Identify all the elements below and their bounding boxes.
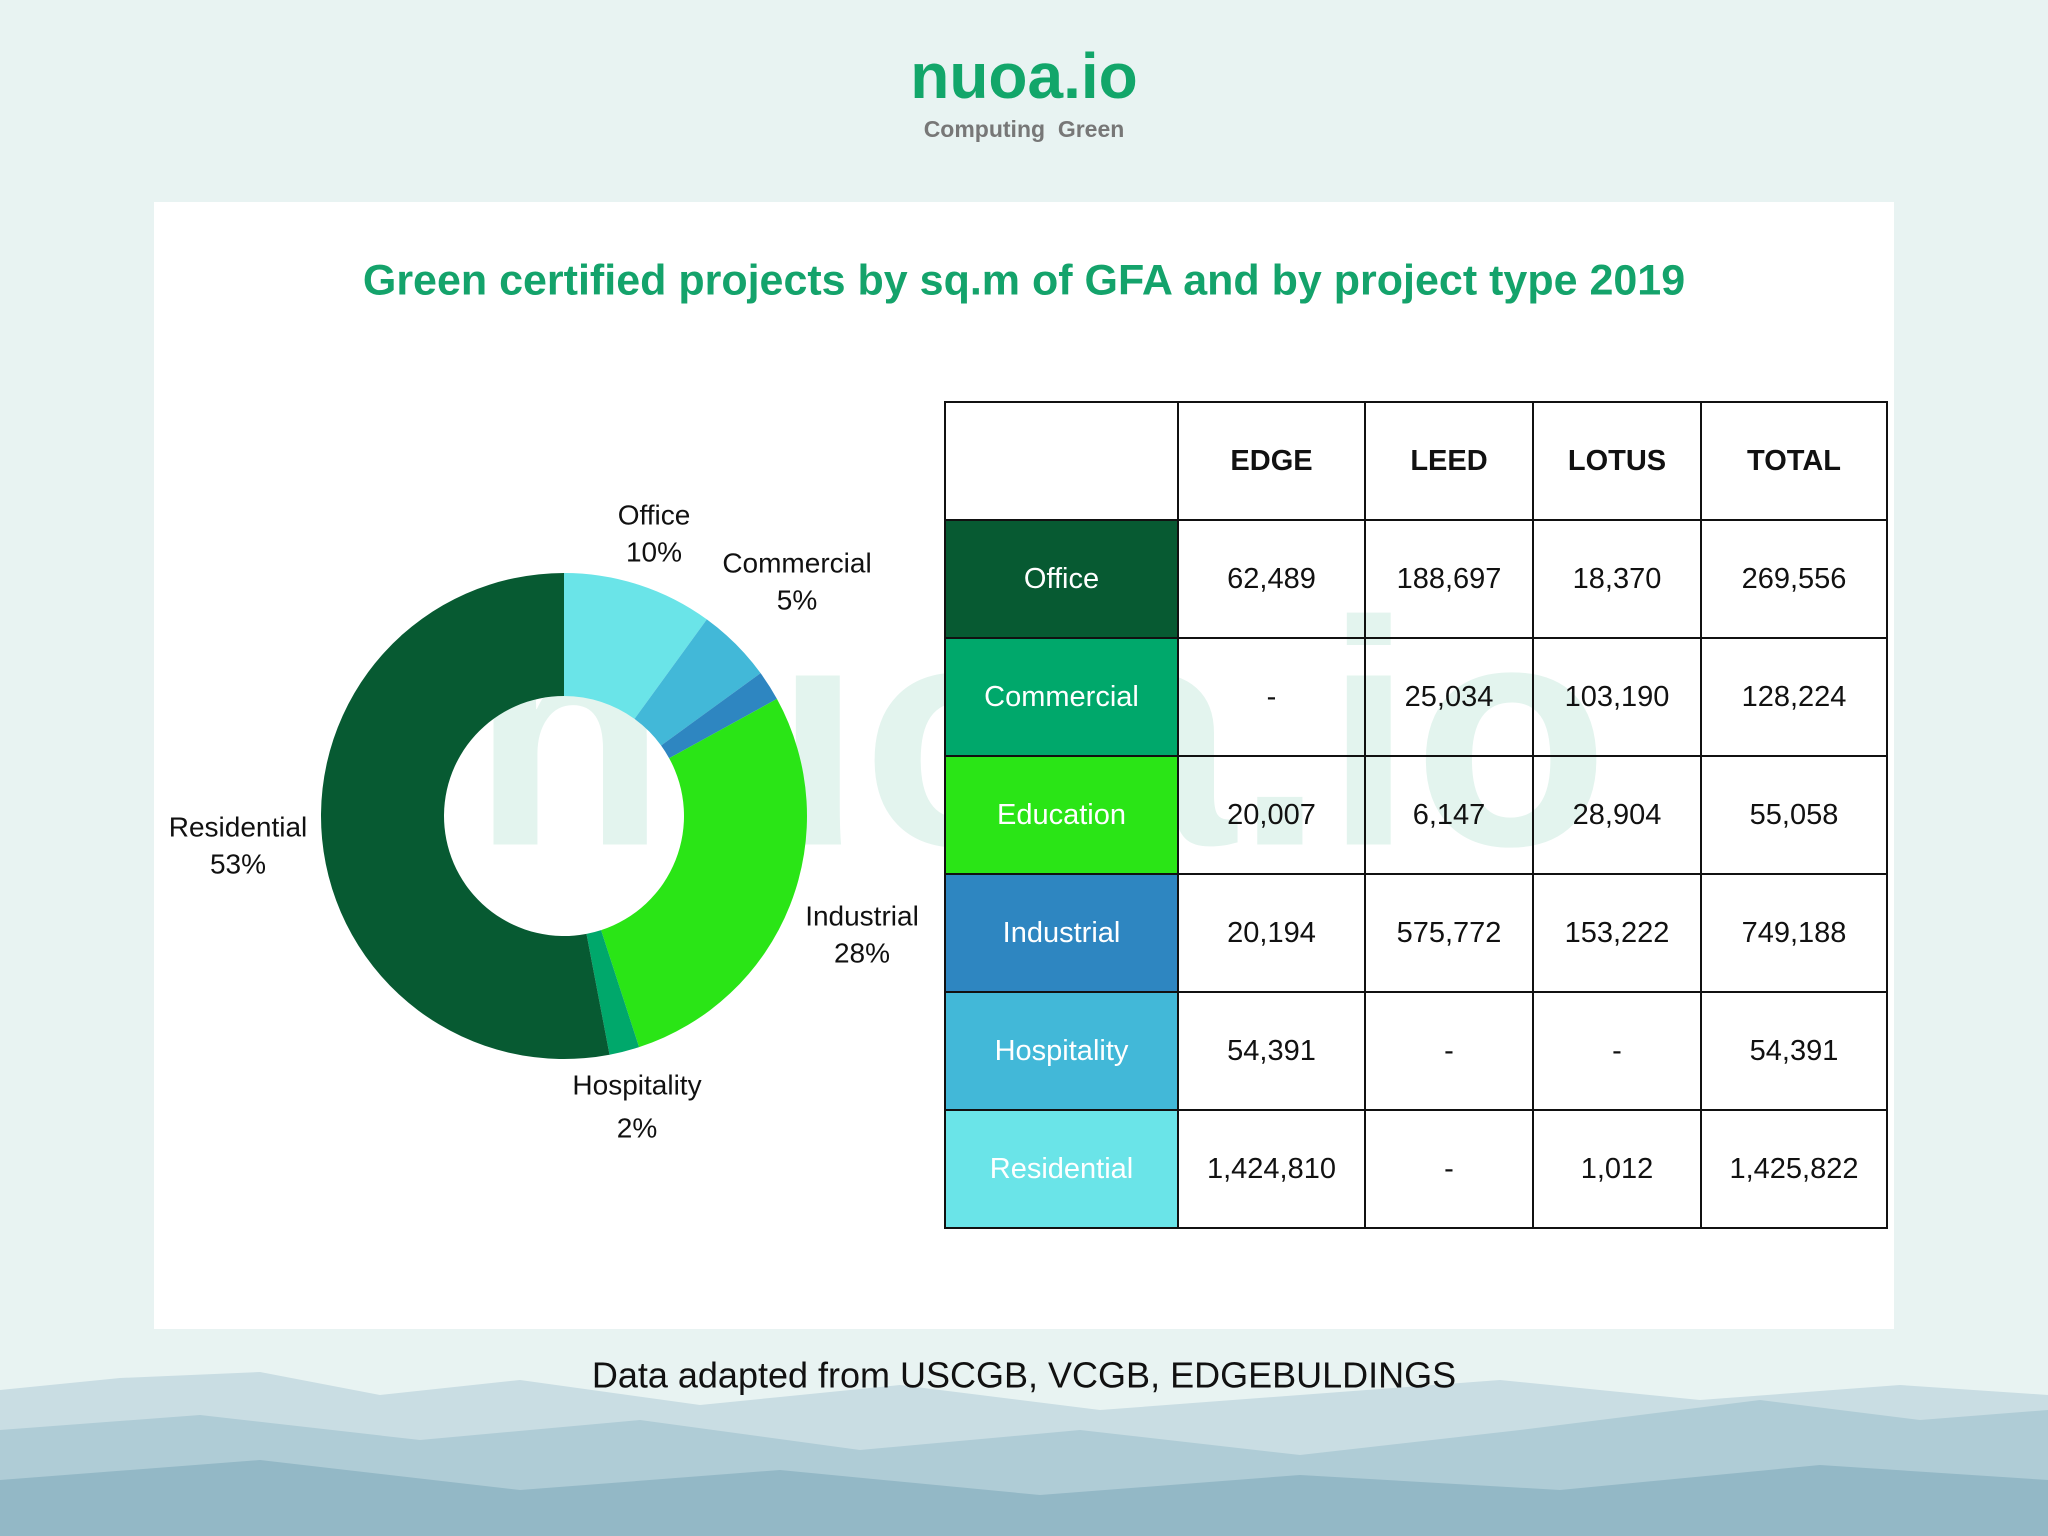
slice-value-label: 2% [617, 1112, 657, 1143]
table-cell: 103,190 [1532, 637, 1702, 757]
slice-label: Office [618, 499, 691, 530]
table-cell: 188,697 [1364, 519, 1534, 639]
table-cell: 128,224 [1700, 637, 1888, 757]
table-row: Residential 1,424,810-1,012 1,425,822 [944, 1109, 1888, 1229]
table-cell: 575,772 [1364, 873, 1534, 993]
table-cell: 20,194 [1177, 873, 1366, 993]
table-row: Education 20,007 6,147 28,904 55,058 [944, 755, 1888, 875]
tagline: Computing Green [924, 116, 1125, 142]
table-cell: 749,188 [1700, 873, 1888, 993]
slice-label: Hospitality [572, 1069, 701, 1100]
row-label: Hospitality [944, 991, 1179, 1111]
table-cell: 1,424,810 [1177, 1109, 1366, 1229]
pie-slice [564, 573, 707, 719]
table-cell: 25,034 [1364, 637, 1534, 757]
row-label: Industrial [944, 873, 1179, 993]
table-cell: 6,147 [1364, 755, 1534, 875]
row-label: Residential [944, 1109, 1179, 1229]
slice-value-label: 53% [210, 848, 266, 879]
pie-slice [321, 573, 610, 1059]
pie-slice [634, 619, 761, 746]
mountain [0, 1460, 2048, 1536]
footer-source: Data adapted from USCGB, VCGB, EDGEBULDI… [592, 1355, 1456, 1396]
table-cell: 153,222 [1532, 873, 1702, 993]
column-header: LOTUS [1532, 401, 1702, 521]
table-header: EDGE LEED LOTUS TOTAL [944, 401, 1888, 521]
table-cell: 28,904 [1532, 755, 1702, 875]
slice-label: Commercial [722, 547, 871, 578]
row-label: Commercial [944, 637, 1179, 757]
column-header: LEED [1364, 401, 1534, 521]
table-cell: 55,058 [1700, 755, 1888, 875]
brand: nuoa.io [910, 40, 1138, 112]
table-cell: - [1364, 1109, 1534, 1229]
slice-value-label: 10% [626, 536, 682, 567]
table-row: Commercial -25,034 103,190 128,224 [944, 637, 1888, 757]
row-label: Education [944, 755, 1179, 875]
slice-value-label: 28% [834, 937, 890, 968]
table-row: Office 62,489 188,697 18,370 269,556 [944, 519, 1888, 639]
table-cell: 269,556 [1700, 519, 1888, 639]
table-row: Industrial 20,194 575,772 153,222 749,188 [944, 873, 1888, 993]
table-cell: 54,391 [1177, 991, 1366, 1111]
table-cell: - [1177, 637, 1366, 757]
table-cell: 1,425,822 [1700, 1109, 1888, 1229]
table-cell: - [1532, 991, 1702, 1111]
table-cell: 1,012 [1532, 1109, 1702, 1229]
table-cell: 62,489 [1177, 519, 1366, 639]
table-cell: 20,007 [1177, 755, 1366, 875]
table-cell: - [1364, 991, 1534, 1111]
pie-slice [586, 930, 640, 1055]
header-cell [944, 401, 1179, 521]
data-table: EDGE LEED LOTUS TOTAL Office 62,489 188,697 18… [944, 401, 1888, 1229]
column-header: TOTAL [1700, 401, 1888, 521]
slice-label: Residential [169, 811, 308, 842]
slice-value-label: 5% [777, 584, 817, 615]
table-cell: 54,391 [1700, 991, 1888, 1111]
row-label: Office [944, 519, 1179, 639]
table-row: Hospitality 54,391- -54,391 [944, 991, 1888, 1111]
pie-slice [661, 673, 777, 759]
chart-title: Green certified projects by sq.m of GFA … [363, 256, 1685, 304]
table-cell: 18,370 [1532, 519, 1702, 639]
column-header: EDGE [1177, 401, 1366, 521]
slice-label: Industrial [805, 900, 919, 931]
pie-slice [601, 698, 808, 1048]
